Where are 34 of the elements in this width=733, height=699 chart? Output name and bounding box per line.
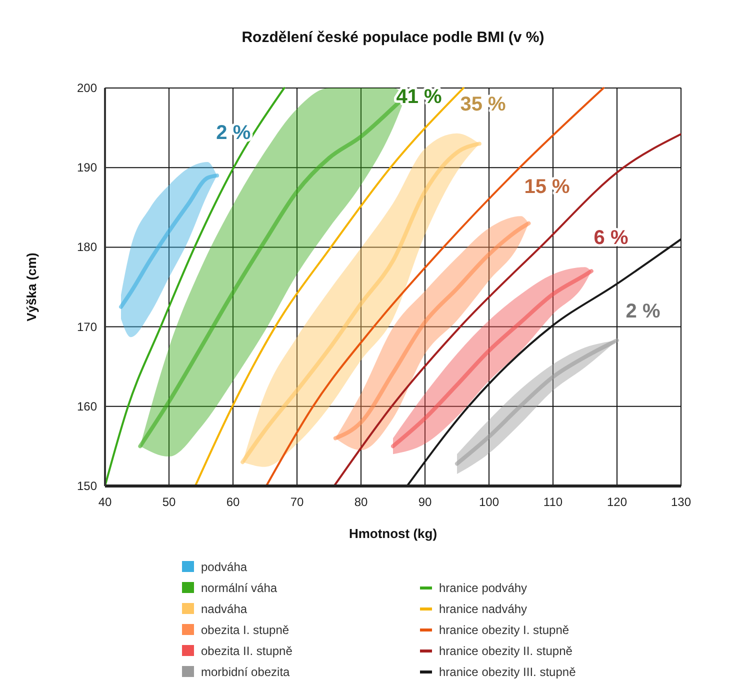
y-axis-title: Výška (cm) [24,252,39,322]
legend-label: nadváha [201,602,248,616]
legend-label: hranice podváhy [439,581,528,595]
y-tick-label: 150 [76,479,98,493]
chart-title: Rozdělení české populace podle BMI (v %) [242,29,544,46]
x-tick-label: 60 [226,495,240,509]
line-series [333,133,681,486]
x-tick-label: 50 [162,495,176,509]
legend-label: normální váha [201,581,278,595]
x-tick-label: 110 [543,495,563,509]
legend-label: hranice obezity I. stupně [439,623,570,637]
x-tick-label: 40 [98,495,112,509]
y-tick-label: 200 [76,81,98,95]
y-tick-label: 180 [76,240,98,254]
legend-label: hranice nadváhy [439,602,528,616]
legend-label: morbidní obezita [201,665,290,679]
x-tick-label: 120 [606,495,628,509]
x-axis-title: Hmotnost (kg) [348,526,438,541]
x-tick-label: 130 [670,495,692,509]
x-tick-label: 90 [418,495,432,509]
line-series [105,87,286,486]
x-tick-label: 100 [478,495,500,509]
y-tick-label: 160 [76,399,98,414]
x-tick-label: 80 [354,495,368,509]
legend-label: podváha [201,560,248,574]
legend-label: obezita II. stupně [201,644,293,658]
y-tick-label: 170 [76,320,98,334]
annotation: 2 % [626,300,660,322]
y-tick-label: 190 [76,160,98,175]
legend-label: hranice obezity III. stupně [439,665,576,679]
x-tick-label: 70 [290,495,304,509]
line-series [265,87,605,486]
legend-label: hranice obezity II. stupně [439,644,573,658]
legend-label: obezita I. stupně [201,623,290,637]
